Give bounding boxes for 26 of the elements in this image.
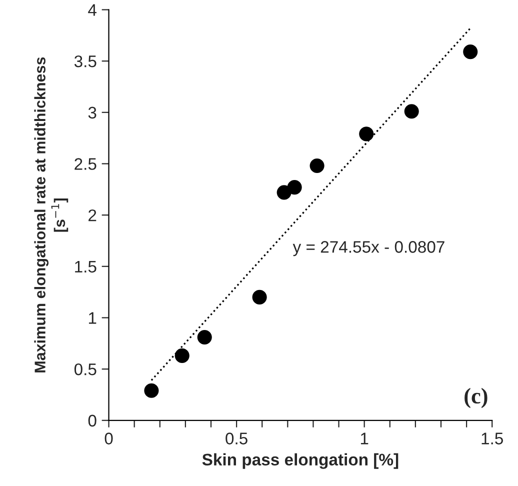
y-tick-label: 2 xyxy=(88,209,96,222)
x-tick-label: 0 xyxy=(104,432,113,444)
x-tick-label: 1.5 xyxy=(482,432,503,444)
annotation: y = 274.55x - 0.0807 xyxy=(292,241,444,256)
x-tick-label: 0.5 xyxy=(226,432,248,444)
point xyxy=(310,158,324,174)
point xyxy=(463,44,478,60)
y-tick-label: 0 xyxy=(88,414,96,427)
x-axis-title: Skin pass elongation [%] xyxy=(202,453,398,469)
point xyxy=(174,348,190,363)
point xyxy=(404,104,419,119)
y-tick-label: 0.5 xyxy=(74,363,96,376)
y-tick-label: 1 xyxy=(88,312,96,324)
y-tick-label: 3 xyxy=(88,106,96,119)
y-tick-label: 2.5 xyxy=(74,158,96,170)
point xyxy=(359,126,374,142)
y-axis-title: Maximum elongational rate at midthickness [s$^{−1}$] xyxy=(34,57,68,372)
point xyxy=(197,330,212,345)
point xyxy=(252,290,267,304)
point xyxy=(287,180,302,195)
point xyxy=(144,383,159,398)
y-tick-label: 1.5 xyxy=(75,260,96,273)
y-tick-label: 3.5 xyxy=(74,55,96,68)
annotation: (c) xyxy=(464,388,488,408)
y-tick-label: 4 xyxy=(88,4,96,16)
x-tick-label: 1 xyxy=(360,432,368,444)
